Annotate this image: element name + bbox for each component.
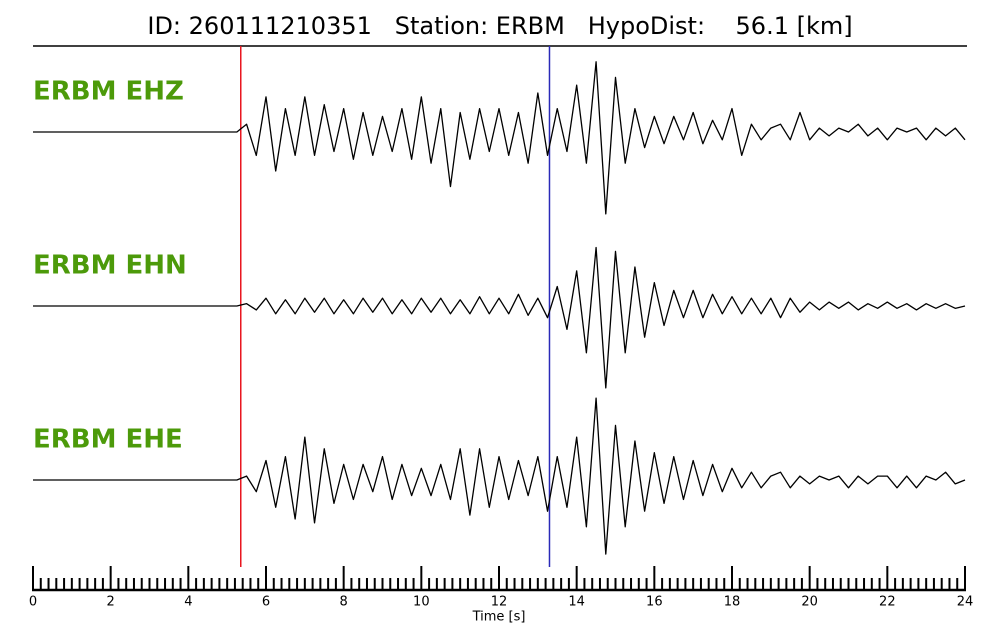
trace-label: ERBM EHE xyxy=(33,425,183,455)
x-tick-label: 18 xyxy=(724,595,741,610)
x-tick-label: 24 xyxy=(957,595,974,610)
waveform xyxy=(33,246,966,389)
x-axis-label: Time [s] xyxy=(472,610,526,625)
x-tick-label: 4 xyxy=(184,595,192,610)
chart-title: ID: 260111210351 Station: ERBM HypoDist:… xyxy=(147,12,852,40)
x-tick-label: 6 xyxy=(262,595,270,610)
x-tick-label: 0 xyxy=(29,595,37,610)
x-tick-label: 2 xyxy=(107,595,115,610)
trace-label: ERBM EHN xyxy=(33,251,187,281)
x-tick-label: 12 xyxy=(491,595,508,610)
waveform xyxy=(33,61,966,215)
x-tick-label: 16 xyxy=(646,595,663,610)
x-tick-label: 14 xyxy=(568,595,585,610)
x-tick-label: 20 xyxy=(801,595,818,610)
x-tick-label: 8 xyxy=(340,595,348,610)
x-tick-label: 22 xyxy=(879,595,896,610)
waveform xyxy=(33,397,966,555)
trace-label: ERBM EHZ xyxy=(33,77,184,107)
x-tick-label: 10 xyxy=(413,595,430,610)
